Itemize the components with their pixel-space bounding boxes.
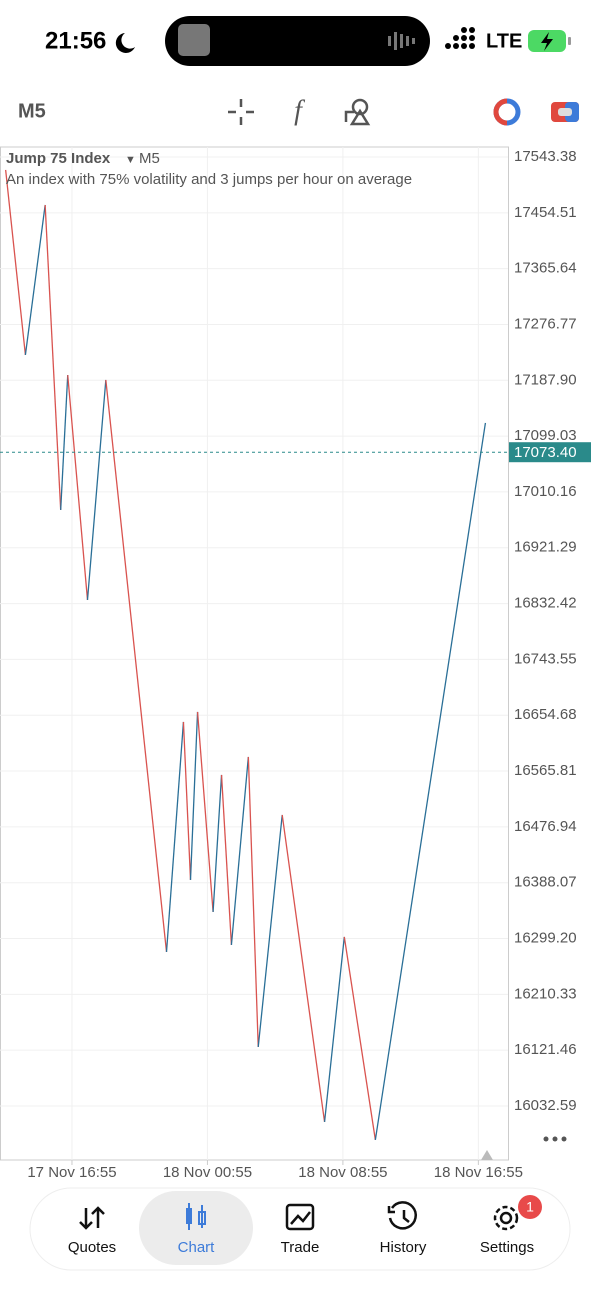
zigzag-segment — [67, 374, 89, 601]
y-tick-label: 17099.03 — [514, 427, 577, 444]
y-tick-label: 17365.64 — [514, 260, 577, 277]
zigzag-segment — [281, 814, 326, 1123]
x-tick-label: 17 Nov 16:55 — [27, 1164, 116, 1181]
nav-label[interactable]: Settings — [480, 1239, 534, 1256]
zigzag-segment — [182, 721, 192, 880]
audio-wave — [388, 32, 415, 50]
x-tick-label: 18 Nov 16:55 — [434, 1164, 523, 1181]
x-tick-label: 18 Nov 00:55 — [163, 1164, 252, 1181]
trade-tool[interactable] — [551, 102, 579, 122]
chart-timeframe: M5 — [139, 150, 160, 167]
zigzag-segment — [165, 721, 185, 952]
last-price-label: 17073.40 — [514, 444, 577, 461]
scroll-marker — [481, 1150, 493, 1160]
zigzag-segment — [24, 204, 46, 356]
zigzag-segment — [257, 814, 283, 1048]
more-button[interactable] — [543, 1136, 567, 1142]
y-tick-label: 16299.20 — [514, 929, 577, 946]
y-tick-label: 17187.90 — [514, 371, 577, 388]
indicators-tool[interactable]: f — [294, 95, 305, 126]
zigzag-segment — [220, 774, 233, 945]
zigzag-segment — [196, 711, 214, 912]
y-tick-label: 16476.94 — [514, 818, 577, 835]
moon-icon — [115, 33, 135, 53]
y-tick-label: 16921.29 — [514, 539, 577, 556]
chart-area — [0, 146, 509, 1161]
y-tick-label: 16388.07 — [514, 874, 577, 891]
y-tick-label: 16832.42 — [514, 595, 577, 612]
symbol-name[interactable]: Jump 75 Index — [6, 150, 111, 167]
nav-label[interactable]: Trade — [281, 1239, 320, 1256]
trade-icon[interactable] — [285, 1203, 315, 1231]
album-art — [178, 24, 210, 56]
y-tick-label: 16654.68 — [514, 706, 577, 723]
zigzag-segment — [374, 422, 487, 1140]
zigzag-segment — [230, 756, 250, 945]
nav-label[interactable]: Chart — [178, 1239, 216, 1256]
nav-active-pill — [139, 1191, 253, 1265]
y-tick-label: 17010.16 — [514, 483, 577, 500]
zigzag-segment — [4, 169, 27, 356]
y-tick-label: 16210.33 — [514, 985, 577, 1002]
dynamic-island — [165, 16, 430, 66]
timeframe-button[interactable]: M5 — [18, 100, 46, 122]
last-price-tag — [509, 442, 591, 463]
zigzag-segment — [60, 374, 69, 510]
history-icon[interactable] — [387, 1201, 417, 1230]
status-time: 21:56 — [45, 27, 106, 54]
zigzag-segment — [343, 936, 376, 1140]
plot-frame — [0, 146, 509, 1161]
signal-icon — [445, 27, 475, 49]
nav-label[interactable]: History — [380, 1239, 427, 1256]
symbol-description: An index with 75% volatility and 3 jumps… — [6, 171, 412, 188]
zigzag-segment — [44, 204, 62, 510]
objects-tool[interactable] — [344, 98, 371, 126]
zigzag-segment — [247, 756, 259, 1047]
zigzag-segment — [323, 936, 345, 1123]
y-tick-label: 17543.38 — [514, 148, 577, 165]
y-tick-label: 16565.81 — [514, 762, 577, 779]
nav-labels: Quotes Chart Trade History Settings — [68, 1239, 534, 1256]
zigzag-segment — [212, 774, 223, 912]
crosshair-tool[interactable] — [228, 99, 254, 125]
charging-bolt — [541, 32, 553, 51]
zigzag-segment — [189, 711, 199, 880]
y-tick-label: 17454.51 — [514, 204, 577, 221]
y-tick-label: 16121.46 — [514, 1041, 577, 1058]
nav-label[interactable]: Quotes — [68, 1239, 116, 1256]
chart-type-tool[interactable] — [493, 98, 521, 126]
chart-icon[interactable] — [186, 1203, 206, 1230]
badge — [518, 1195, 542, 1219]
battery-tip — [568, 37, 571, 45]
network-type: LTE — [486, 30, 522, 52]
zigzag-segment — [86, 379, 107, 601]
symbol-dropdown[interactable]: ▼ — [125, 154, 136, 166]
y-tick-label: 16032.59 — [514, 1097, 577, 1114]
x-tick-label: 18 Nov 08:55 — [298, 1164, 387, 1181]
y-tick-label: 17276.77 — [514, 315, 577, 332]
y-tick-label: 16743.55 — [514, 650, 577, 667]
badge-count: 1 — [526, 1199, 534, 1215]
zigzag-segment — [105, 379, 168, 952]
quotes-icon[interactable] — [79, 1206, 105, 1230]
settings-icon[interactable] — [493, 1205, 519, 1231]
